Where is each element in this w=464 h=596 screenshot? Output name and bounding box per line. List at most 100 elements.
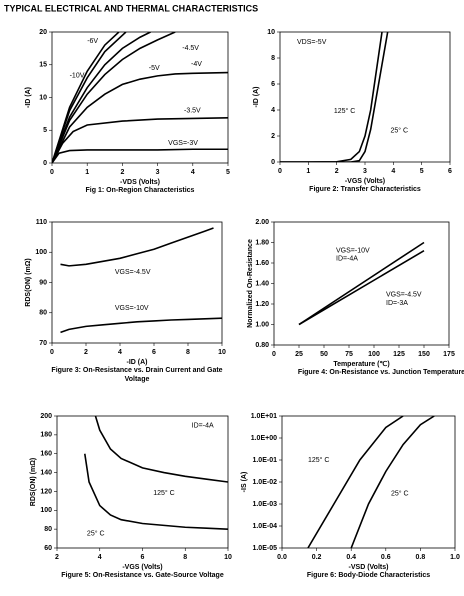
plot-frame bbox=[279, 31, 451, 163]
y-tick-label: 70 bbox=[39, 340, 47, 347]
x-tick-label: 5 bbox=[226, 169, 230, 176]
y-tick-label: 0 bbox=[271, 159, 275, 166]
curve bbox=[60, 317, 222, 334]
annotation: ID=-4A bbox=[192, 422, 214, 429]
y-tick-label: 2 bbox=[271, 133, 275, 140]
x-tick-label: 100 bbox=[368, 351, 380, 358]
chart: 0 25 50 75 100 125 150 175 0.80 1.00 1.20 1.40 1.60 1… bbox=[247, 219, 464, 376]
annotation: VGS=-4.5V bbox=[115, 269, 151, 276]
y-tick-label: 0.80 bbox=[255, 342, 269, 349]
plot-frame bbox=[51, 31, 229, 164]
x-tick-label: 2 bbox=[84, 349, 88, 356]
x-axis-label: -ID (A) bbox=[127, 359, 148, 366]
y-axis-label: Normalized On-Resistance bbox=[247, 239, 254, 328]
curve bbox=[52, 32, 176, 163]
x-tick-label: 0.2 bbox=[312, 554, 322, 561]
chart: 0.0 0.2 0.4 0.6 0.8 1.0 1.0E+01 1.0E+00 1.0E-01 1… bbox=[241, 413, 460, 579]
figure-caption: Figure 4: On-Resistance vs. Junction Tem… bbox=[298, 369, 464, 376]
x-tick-label: 4 bbox=[391, 168, 395, 175]
y-tick-label: 90 bbox=[39, 279, 47, 286]
curve bbox=[52, 32, 151, 163]
annotation: VGS=-10V bbox=[115, 305, 149, 312]
x-tick-label: 1.0 bbox=[450, 554, 460, 561]
x-tick-label: 0 bbox=[278, 168, 282, 175]
annotation: -4.5V bbox=[182, 45, 199, 52]
x-tick-label: 0.0 bbox=[277, 554, 287, 561]
curve bbox=[298, 250, 425, 326]
x-tick-label: 3 bbox=[363, 168, 367, 175]
curve bbox=[52, 117, 228, 163]
y-tick-label: 15 bbox=[39, 62, 47, 69]
annotation: -6V bbox=[87, 38, 98, 45]
chart: 2 4 6 8 10 60 80 100 120 140 160 180 200 -VGS (Volts)… bbox=[30, 413, 232, 579]
curve bbox=[94, 416, 228, 483]
x-axis-label: -VDS (Volts) bbox=[120, 179, 160, 186]
curve bbox=[307, 416, 404, 548]
y-tick-label: 200 bbox=[40, 413, 52, 420]
page-title: TYPICAL ELECTRICAL AND THERMAL CHARACTER… bbox=[4, 3, 258, 13]
y-axis-label: RDS(ON) (mΩ) bbox=[30, 458, 37, 506]
y-tick-label: 6 bbox=[271, 81, 275, 88]
y-axis-label: -IS (A) bbox=[241, 472, 248, 493]
curve bbox=[280, 32, 389, 162]
y-tick-label: 140 bbox=[40, 469, 52, 476]
figure-caption: Figure 3: On-Resistance vs. Drain Curren… bbox=[51, 367, 222, 374]
y-tick-label: 1.40 bbox=[255, 280, 269, 287]
y-tick-label: 4 bbox=[271, 107, 275, 114]
y-tick-label: 10 bbox=[39, 94, 47, 101]
y-tick-label: 1.0E-02 bbox=[252, 479, 277, 486]
x-tick-label: 25 bbox=[295, 351, 303, 358]
x-tick-label: 5 bbox=[420, 168, 424, 175]
y-tick-label: 1.00 bbox=[255, 321, 269, 328]
x-tick-label: 8 bbox=[186, 349, 190, 356]
y-tick-label: 80 bbox=[39, 310, 47, 317]
x-tick-label: 0.4 bbox=[346, 554, 356, 561]
x-tick-label: 4 bbox=[98, 554, 102, 561]
curve bbox=[350, 416, 435, 548]
chart: 0 1 2 3 4 5 6 0 2 4 6 8 10 -VGS (Volts) -ID (A) Figure … bbox=[253, 29, 452, 193]
annotation: 125° C bbox=[334, 107, 355, 115]
figure-caption: Fig 1: On-Region Characteristics bbox=[86, 187, 195, 194]
y-tick-label: 1.0E+00 bbox=[251, 435, 277, 442]
figure-caption: Voltage bbox=[125, 376, 150, 383]
annotation: 125° C bbox=[153, 489, 174, 497]
x-tick-label: 0 bbox=[50, 169, 54, 176]
x-tick-label: 10 bbox=[224, 554, 232, 561]
curve bbox=[52, 148, 228, 163]
x-tick-label: 1 bbox=[306, 168, 310, 175]
x-tick-label: 0 bbox=[50, 349, 54, 356]
figure-caption: Figure 6: Body-Diode Characteristics bbox=[307, 572, 430, 579]
y-tick-label: 2.00 bbox=[255, 219, 269, 226]
annotation: -4V bbox=[191, 61, 202, 68]
x-axis-label: -VGS (Volts) bbox=[345, 178, 385, 185]
figure-caption: Figure 2: Transfer Characteristics bbox=[309, 186, 421, 193]
x-tick-label: 4 bbox=[118, 349, 122, 356]
x-tick-label: 125 bbox=[393, 351, 405, 358]
y-tick-label: 1.0E-04 bbox=[252, 523, 277, 530]
x-tick-label: 0 bbox=[272, 351, 276, 358]
plot-frame bbox=[281, 415, 456, 549]
x-tick-label: 0.8 bbox=[416, 554, 426, 561]
x-tick-label: 75 bbox=[345, 351, 353, 358]
x-tick-label: 2 bbox=[55, 554, 59, 561]
y-tick-label: 1.0E+01 bbox=[251, 413, 277, 420]
annotation: 125° C bbox=[308, 456, 329, 464]
x-tick-label: 8 bbox=[183, 554, 187, 561]
y-tick-label: 160 bbox=[40, 451, 52, 458]
y-tick-label: 1.20 bbox=[255, 301, 269, 308]
curve bbox=[52, 32, 120, 163]
x-axis-label: -VGS (Volts) bbox=[122, 564, 162, 571]
annotation: -3.5V bbox=[184, 107, 201, 114]
x-tick-label: 50 bbox=[320, 351, 328, 358]
annotation: VGS=-10V bbox=[336, 248, 370, 255]
x-tick-label: 2 bbox=[335, 168, 339, 175]
y-tick-label: 0 bbox=[43, 160, 47, 167]
chart: 0 1 2 3 4 5 0 5 10 15 20 -VDS (Volts) -ID (A) Fig 1: … bbox=[25, 29, 230, 194]
figure-caption: Figure 5: On-Resistance vs. Gate-Source … bbox=[61, 572, 224, 579]
x-tick-label: 2 bbox=[120, 169, 124, 176]
y-tick-label: 1.60 bbox=[255, 260, 269, 267]
annotation: VGS=-3V bbox=[168, 140, 198, 147]
y-tick-label: 120 bbox=[40, 488, 52, 495]
x-axis-label: -VSD (Volts) bbox=[349, 564, 389, 571]
